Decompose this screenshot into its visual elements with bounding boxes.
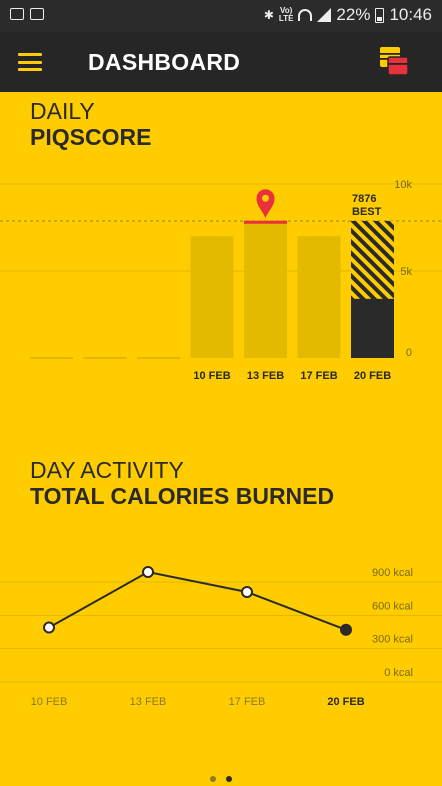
- piqscore-heading-top: DAILY: [30, 98, 95, 124]
- calories-heading-top: DAY ACTIVITY: [30, 457, 184, 483]
- lte-label: LTE: [278, 14, 294, 23]
- x-tick-label: 10 FEB: [31, 696, 68, 708]
- x-tick-label: 20 FEB: [354, 370, 391, 382]
- pin-dot: [262, 194, 269, 202]
- x-tick-label: 17 FEB: [229, 696, 266, 708]
- location-pin-icon: [256, 189, 275, 219]
- signal-icon: [317, 8, 332, 22]
- app-bar: DASHBOARD: [0, 32, 442, 92]
- best-label: BEST: [352, 206, 382, 218]
- y-tick-label: 5k: [400, 266, 412, 278]
- battery-icon: [375, 7, 385, 23]
- calories-series-line: [48, 570, 347, 631]
- y-tick-label: 0 kcal: [384, 667, 413, 679]
- data-point: [43, 621, 55, 634]
- bar: [297, 236, 341, 358]
- bar: [351, 298, 394, 358]
- pin-shape: [256, 189, 275, 219]
- page-title: DASHBOARD: [88, 49, 241, 75]
- x-tick-label: 17 FEB: [300, 370, 337, 382]
- bluetooth-icon: ✱: [263, 8, 274, 22]
- best-value: 7876: [352, 193, 376, 205]
- wifi-icon: [298, 9, 313, 21]
- bar: [244, 222, 287, 358]
- y-tick-label: 300 kcal: [372, 634, 413, 646]
- x-tick-label: 10 FEB: [193, 370, 230, 382]
- clock: 10:46: [389, 5, 432, 24]
- page-indicator: [0, 776, 442, 782]
- data-point: [142, 566, 154, 578]
- voicemail-icon: [30, 8, 44, 20]
- x-tick-label: 13 FEB: [247, 370, 284, 382]
- data-point: [340, 623, 352, 636]
- y-tick-label: 900 kcal: [372, 567, 413, 579]
- bar: [190, 236, 234, 358]
- cards-icon[interactable]: [378, 44, 412, 78]
- x-tick-label: 13 FEB: [130, 696, 167, 708]
- piqscore-heading: PIQSCORE: [30, 124, 152, 150]
- system-icons: ✱ Vo) LTE 22% 10:46: [264, 5, 432, 25]
- x-tick-label: 20 FEB: [327, 696, 364, 708]
- battery-percent: 22%: [336, 5, 371, 24]
- menu-icon[interactable]: [18, 53, 42, 71]
- volte-label: Vo): [280, 6, 293, 15]
- calories-chart: 900 kcal 600 kcal 300 kcal 0 kcal 10 FEB 13 F…: [0, 566, 442, 708]
- y-tick-label: 10k: [394, 179, 412, 191]
- image-notification-icon: [10, 8, 24, 20]
- y-tick-label: 600 kcal: [372, 600, 413, 612]
- calories-heading: TOTAL CALORIES BURNED: [30, 483, 335, 509]
- status-bar: ✱ Vo) LTE 22% 10:46: [0, 0, 442, 32]
- volte-icon: Vo) LTE: [279, 7, 294, 23]
- y-tick-label: 0: [406, 347, 412, 359]
- page-dot[interactable]: [210, 776, 216, 782]
- data-point: [241, 586, 253, 598]
- notification-icons: [10, 8, 44, 20]
- page-dot[interactable]: [226, 776, 232, 782]
